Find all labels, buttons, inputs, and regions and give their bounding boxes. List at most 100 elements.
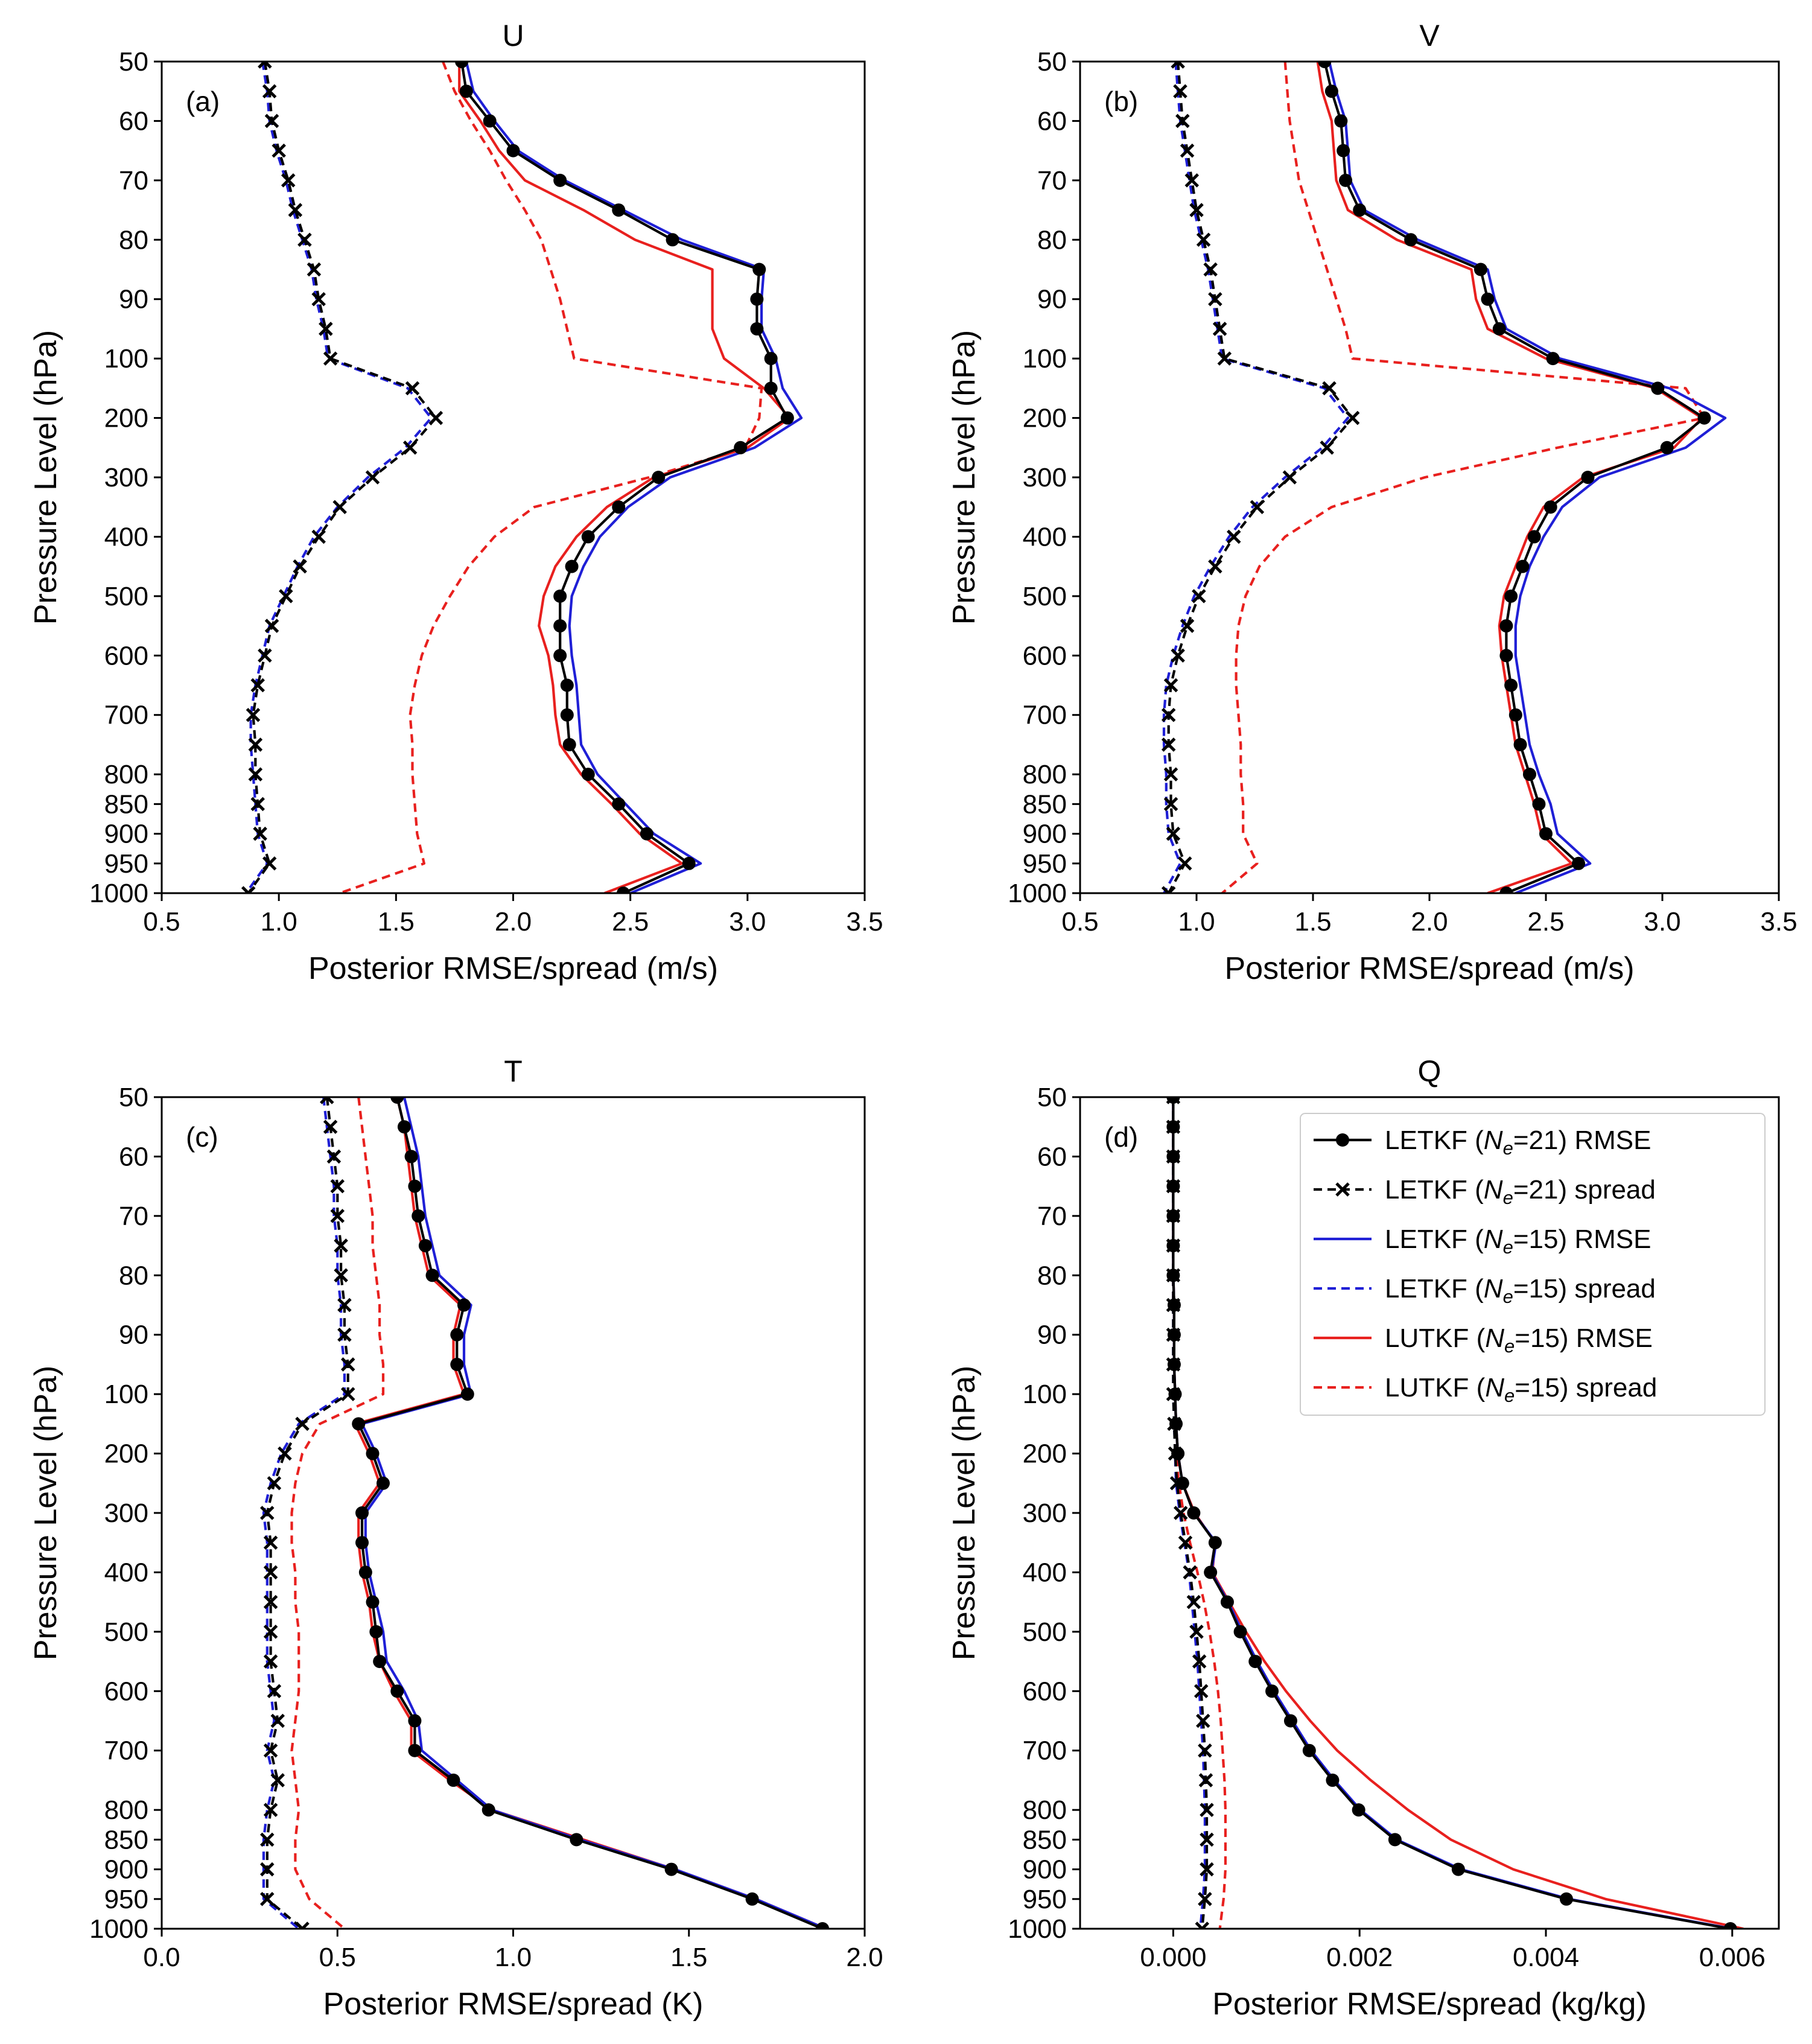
x-stroke <box>1198 1773 1213 1788</box>
legend-box <box>1300 1113 1766 1416</box>
data-point-x <box>319 322 333 336</box>
y-tick-label: 80 <box>1037 225 1067 255</box>
data-point-x <box>1194 1684 1209 1699</box>
data-point-x <box>1196 1713 1210 1728</box>
data-point-x <box>1186 1594 1201 1609</box>
series-line-letkf-ne-21-spread <box>1172 1097 1209 1929</box>
x-axis-label: Posterior RMSE/spread (m/s) <box>1224 951 1634 986</box>
x-tick-label: 0.5 <box>143 907 180 937</box>
y-tick-label: 600 <box>104 1676 148 1706</box>
series-line-letkf-ne-15-spread <box>1172 1097 1207 1929</box>
x-tick-label: 3.0 <box>1644 907 1680 937</box>
data-point-dot <box>1337 144 1350 158</box>
y-tick-label: 950 <box>104 1885 148 1914</box>
legend-label-symbol: N <box>1484 1175 1503 1205</box>
x-stroke <box>1194 1684 1209 1699</box>
x-stroke <box>1166 826 1181 841</box>
series-line-letkf-ne-21-spread <box>247 62 437 893</box>
y-tick-label: 80 <box>119 1261 148 1290</box>
x-stroke <box>337 1297 352 1313</box>
y-tick-label: 300 <box>104 463 148 492</box>
series-line-lutkf-ne-15-spread <box>339 62 763 893</box>
y-tick-label: 900 <box>104 820 148 849</box>
legend-item: LUTKF (Ne=15) spread <box>1314 1373 1657 1406</box>
data-point-dot <box>734 441 748 454</box>
data-point-dot <box>1572 856 1586 870</box>
series-line-letkf-ne-21-rmse <box>1323 62 1706 893</box>
y-tick-label: 70 <box>119 1202 148 1231</box>
data-point-dot <box>1451 1862 1465 1876</box>
data-point-dot <box>408 1179 422 1193</box>
data-point-x <box>263 1803 278 1817</box>
y-tick-label: 70 <box>119 166 148 196</box>
data-point-x <box>330 1179 345 1194</box>
data-point-x <box>405 381 420 396</box>
data-point-dot <box>1581 471 1595 484</box>
data-point-dot <box>390 1097 404 1104</box>
data-point-dot <box>397 1120 411 1134</box>
y-tick-label: 100 <box>104 1380 148 1409</box>
legend-label-subscript: e <box>1503 1187 1513 1208</box>
data-point-dot <box>560 708 574 722</box>
data-point-dot <box>1660 441 1674 454</box>
data-point-dot <box>581 530 595 544</box>
y-tick-label: 800 <box>104 1795 148 1825</box>
data-point-x <box>258 62 272 69</box>
x-stroke <box>325 1097 334 1104</box>
data-point-dot <box>369 1625 383 1638</box>
data-point-x <box>253 826 267 841</box>
x-stroke <box>323 1119 338 1134</box>
x-stroke <box>262 84 277 98</box>
x-stroke <box>250 797 265 812</box>
data-point-dot <box>581 768 595 782</box>
data-point-dot <box>459 84 473 98</box>
data-point-dot <box>752 263 766 276</box>
data-point-x <box>1198 1892 1212 1906</box>
data-point-dot <box>1233 1625 1247 1638</box>
data-point-dot <box>780 411 794 425</box>
data-point-x <box>264 113 279 129</box>
data-point-dot <box>1527 530 1541 544</box>
data-point-x <box>1322 381 1337 396</box>
panel-a-u-wind: U 50 60 70 80 90 100 200 300 400 500 600 700 80085090… <box>28 19 883 986</box>
y-tick-label: 60 <box>119 106 148 136</box>
series-line-lutkf-ne-15-spread <box>1221 62 1706 893</box>
x-stroke <box>1208 559 1222 574</box>
legend-label-suffix: =15) spread <box>1515 1373 1657 1402</box>
x-tick-label: 3.5 <box>846 907 883 937</box>
x-stroke <box>1173 84 1187 98</box>
y-tick-label: 500 <box>1023 1617 1067 1647</box>
data-point-x <box>297 232 312 247</box>
data-point-x <box>1208 559 1222 574</box>
data-point-x <box>262 84 277 98</box>
y-tick-label: 400 <box>104 522 148 552</box>
series-line-letkf-ne-15-rmse <box>360 1097 827 1929</box>
data-point-x <box>1180 619 1195 633</box>
legend-label-symbol: N <box>1484 1274 1503 1304</box>
y-tick-label: 50 <box>1037 1083 1067 1112</box>
x-stroke <box>1200 1862 1214 1877</box>
data-point-x <box>1320 441 1334 455</box>
y-tick-label: 200 <box>104 404 148 433</box>
panel-tag: (a) <box>186 86 220 117</box>
y-axis-label: Pressure Level (hPa) <box>28 1366 63 1660</box>
x-tick-label: 1.5 <box>1294 907 1331 937</box>
x-stroke <box>259 1862 275 1877</box>
x-stroke <box>1192 1654 1207 1669</box>
data-point-dot <box>1473 263 1487 276</box>
x-tick-label: 2.0 <box>1411 907 1448 937</box>
y-tick-label: 700 <box>104 701 148 730</box>
data-point-x <box>248 767 263 782</box>
x-stroke <box>263 1625 278 1639</box>
axes-frame <box>1079 60 1780 894</box>
data-point-x <box>263 1743 278 1758</box>
y-tick-label: 50 <box>119 47 148 77</box>
x-stroke <box>307 262 322 277</box>
data-point-dot <box>764 352 778 366</box>
x-tick-label: 0.006 <box>1699 1943 1766 1972</box>
series-line-letkf-ne-15-rmse <box>465 62 803 893</box>
y-tick-label: 100 <box>1023 344 1067 374</box>
data-point-dot <box>1499 619 1513 633</box>
x-tick-label: 0.000 <box>1140 1943 1206 1972</box>
x-stroke <box>1161 707 1176 722</box>
